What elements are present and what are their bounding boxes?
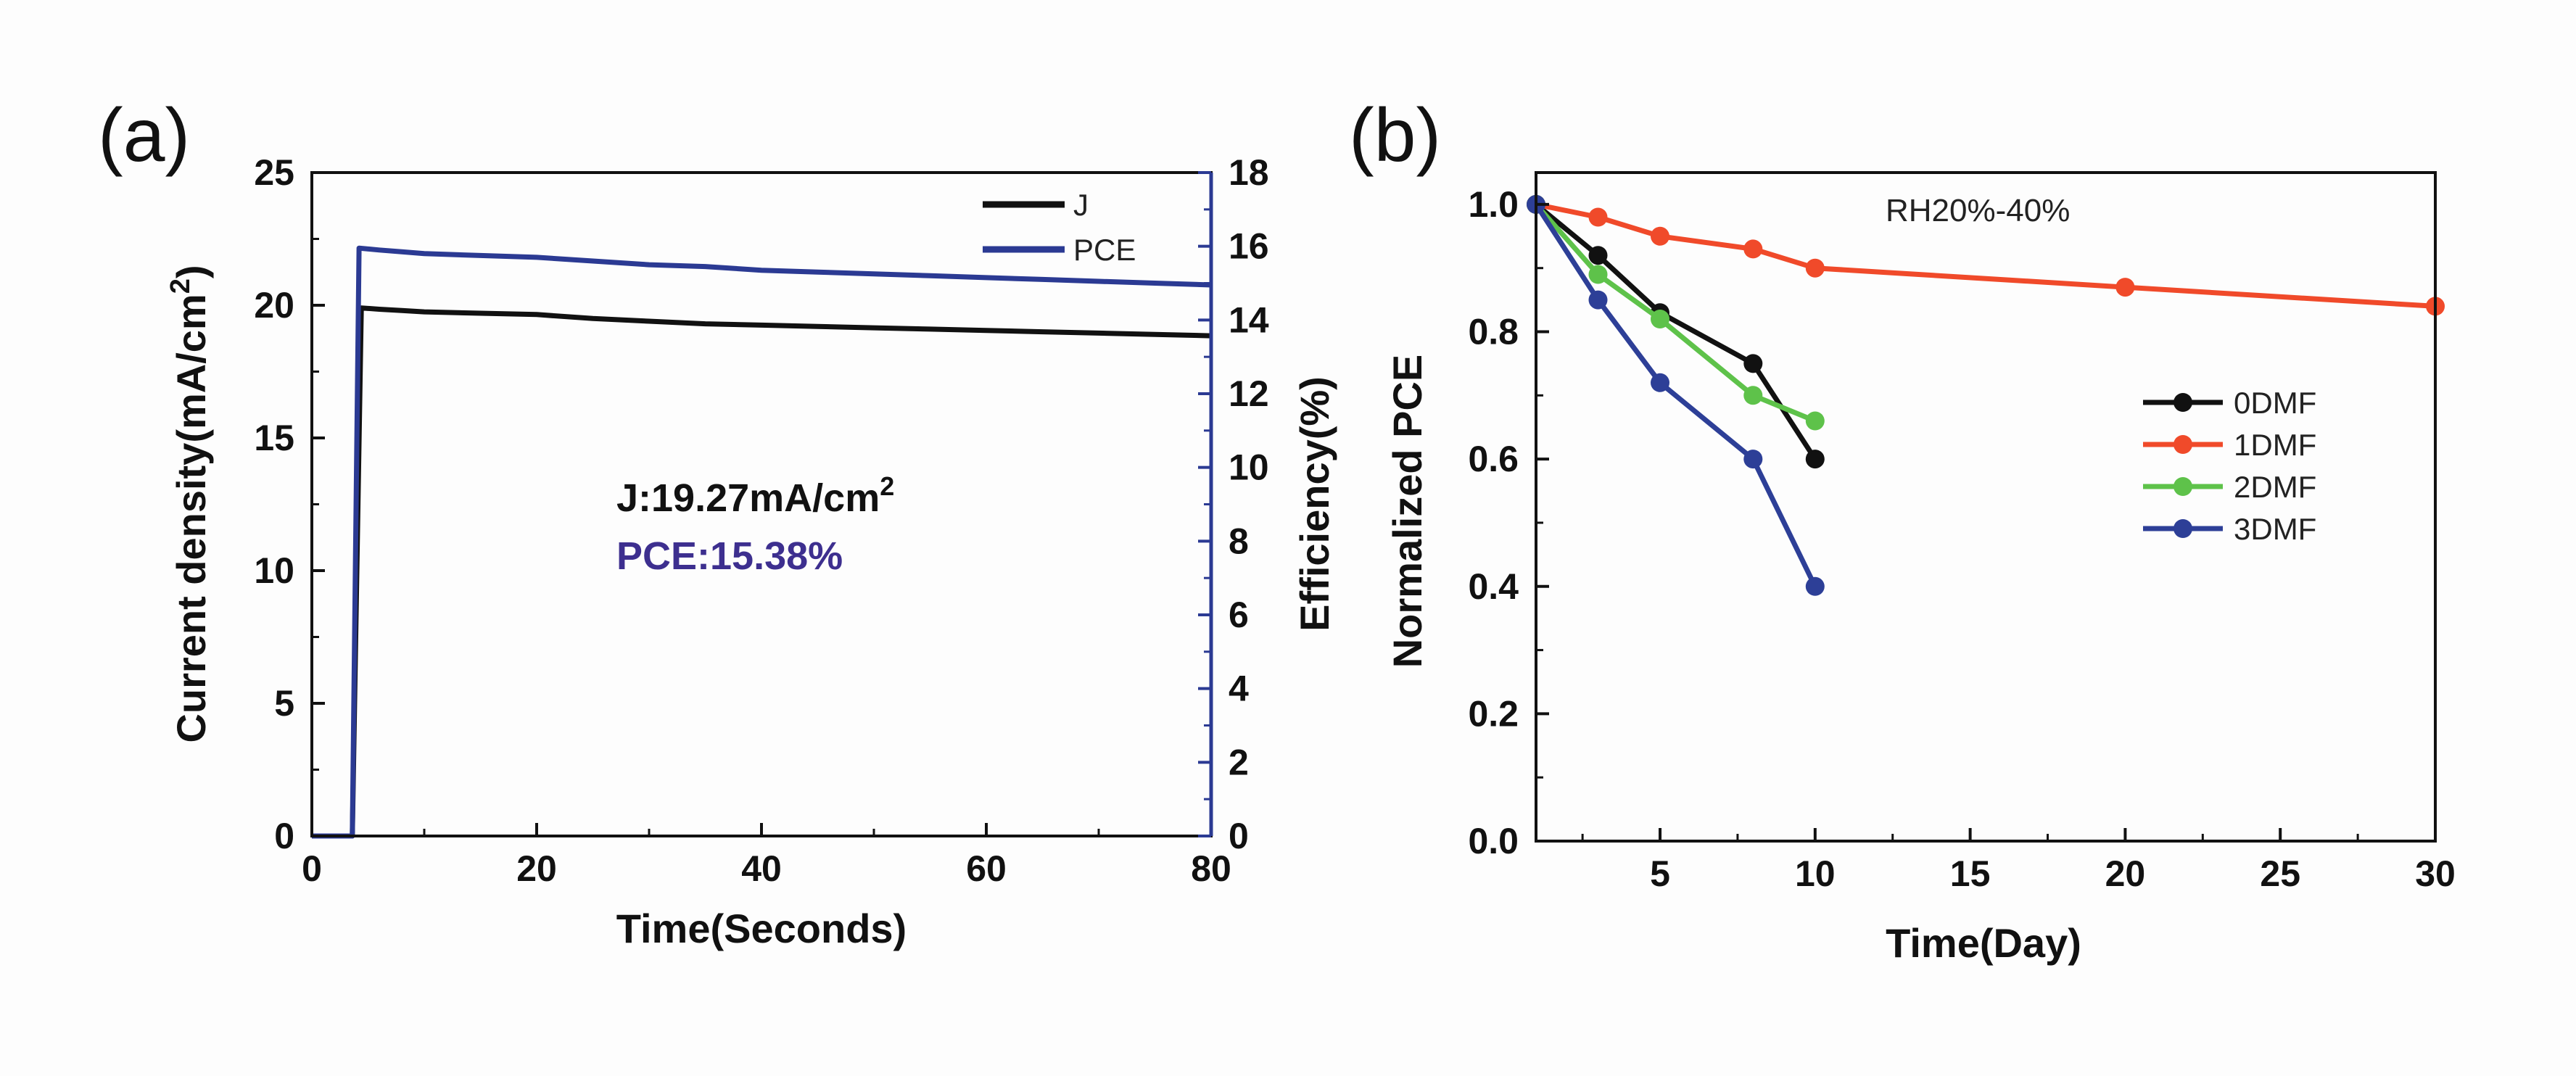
data-point-2dmf bbox=[1743, 386, 1763, 405]
panel-b-y-tick-label: 0.8 bbox=[1468, 312, 1519, 352]
panel-a-y-left-title-end: ) bbox=[168, 265, 214, 278]
panel-b-y-tick-label: 1.0 bbox=[1468, 184, 1519, 225]
series-line-j bbox=[312, 305, 1212, 839]
panel-a-annotation-pce: PCE:15.38% bbox=[616, 534, 843, 578]
panel-b-x-tick-label: 25 bbox=[2260, 853, 2300, 894]
panel-a-y-left-tick-label: 5 bbox=[274, 683, 294, 724]
panel-a-y-left-tick-label: 20 bbox=[254, 285, 294, 326]
legend-label-3dmf: 3DMF bbox=[2234, 512, 2316, 546]
panel-a-x-tick-label: 60 bbox=[966, 848, 1007, 889]
panel-a-x-ticks: 0 20 40 60 80 bbox=[302, 823, 1231, 889]
panel-a-y-left-tick-label: 0 bbox=[274, 816, 294, 856]
panel-a-y-left-axis-title: Current density(mA/cm2) bbox=[165, 265, 214, 742]
legend-label-2dmf: 2DMF bbox=[2234, 470, 2316, 504]
panel-a-y-left-ticks: 0 5 10 15 20 25 bbox=[254, 152, 325, 856]
panel-b-y-tick-label: 0.0 bbox=[1468, 821, 1519, 861]
data-point-1dmf bbox=[1588, 207, 1608, 227]
panel-b-y-tick-label: 0.4 bbox=[1468, 566, 1519, 607]
panel-a-x-tick-label: 40 bbox=[741, 848, 782, 889]
panel-b-frame bbox=[1535, 171, 2437, 843]
panel-a-y-right-tick-label: 12 bbox=[1229, 373, 1269, 414]
panel-b: (b) 5 10 15 20 25 30 0.0 0.2 0.4 0.6 0.8 1.0 Time(… bbox=[1349, 94, 2456, 966]
data-point-1dmf bbox=[2115, 278, 2135, 297]
data-point-2dmf bbox=[1588, 265, 1608, 284]
panel-a-y-left-title-main: Current density(mA/cm bbox=[168, 294, 214, 742]
data-point-0dmf bbox=[1588, 246, 1608, 265]
panel-a-x-tick-label: 80 bbox=[1191, 848, 1231, 889]
panel-b-x-tick-label: 5 bbox=[1650, 853, 1670, 894]
legend-label-j: J bbox=[1073, 188, 1089, 222]
panel-a-y-right-tick-label: 18 bbox=[1229, 152, 1269, 193]
data-point-3dmf bbox=[1805, 576, 1825, 596]
data-point-1dmf bbox=[1651, 226, 1669, 246]
legend-swatch-marker-0dmf bbox=[2174, 393, 2192, 412]
panel-b-legend: 0DMF 1DMF 2DMF 3DMF bbox=[2143, 386, 2316, 546]
data-point-2dmf bbox=[1805, 411, 1825, 431]
data-point-2dmf bbox=[1651, 310, 1669, 328]
panel-a-y-left-tick-label: 10 bbox=[254, 550, 294, 591]
data-point-1dmf bbox=[1743, 239, 1763, 259]
panel-b-y-tick-label: 0.6 bbox=[1468, 439, 1519, 479]
data-point-0dmf bbox=[1743, 354, 1763, 373]
panel-b-y-axis-title: Normalized PCE bbox=[1384, 355, 1430, 669]
data-point-3dmf bbox=[1651, 373, 1669, 392]
panel-a: (a) 0 20 40 60 80 0 5 10 15 20 25 0 2 4 6 8 10 12 14 16 18… bbox=[98, 94, 1337, 951]
panel-a-annotation-j-sup: 2 bbox=[880, 471, 894, 501]
panel-a-x-tick-label: 20 bbox=[516, 848, 557, 889]
panel-a-legend: J PCE bbox=[983, 188, 1136, 267]
legend-swatch-marker-3dmf bbox=[2174, 519, 2192, 538]
series-line-pce bbox=[312, 245, 1212, 839]
panel-b-x-ticks: 5 10 15 20 25 30 bbox=[1581, 828, 2456, 894]
legend-label-pce: PCE bbox=[1073, 233, 1136, 267]
panel-a-y-right-ticks: 0 2 4 6 8 10 12 14 16 18 bbox=[1198, 152, 1269, 856]
panel-b-annotation-rh: RH20%-40% bbox=[1886, 193, 2070, 228]
panel-a-y-right-tick-label: 2 bbox=[1229, 742, 1249, 782]
panel-a-x-tick-label: 0 bbox=[302, 848, 322, 889]
panel-a-y-right-tick-label: 10 bbox=[1229, 447, 1269, 488]
legend-label-1dmf: 1DMF bbox=[2234, 428, 2316, 462]
legend-swatch-marker-2dmf bbox=[2174, 477, 2192, 496]
panel-b-x-tick-label: 10 bbox=[1795, 853, 1836, 894]
data-point-1dmf bbox=[1805, 258, 1825, 278]
panel-a-label: (a) bbox=[98, 94, 190, 178]
legend-swatch-marker-1dmf bbox=[2174, 435, 2192, 454]
panel-b-y-ticks: 0.0 0.2 0.4 0.6 0.8 1.0 bbox=[1468, 184, 1549, 861]
data-point-3dmf bbox=[1743, 450, 1763, 469]
panel-a-y-right-tick-label: 16 bbox=[1229, 226, 1269, 267]
panel-b-x-tick-label: 15 bbox=[1950, 853, 1991, 894]
panel-a-plot-area bbox=[312, 245, 1212, 839]
panel-a-y-right-tick-label: 0 bbox=[1229, 816, 1249, 856]
panel-b-x-axis-title: Time(Day) bbox=[1886, 920, 2081, 966]
panel-a-y-right-tick-label: 6 bbox=[1229, 595, 1249, 635]
panel-b-label: (b) bbox=[1349, 94, 1441, 178]
panel-a-y-left-tick-label: 25 bbox=[254, 152, 294, 193]
panel-a-annotation-j: J:19.27mA/cm2 bbox=[616, 471, 894, 520]
data-point-0dmf bbox=[1805, 450, 1825, 469]
panel-a-y-left-title-sup: 2 bbox=[165, 278, 196, 294]
panel-a-y-right-tick-label: 14 bbox=[1229, 299, 1269, 340]
panel-b-plot-area bbox=[1527, 194, 2445, 596]
panel-a-y-right-axis-title: Efficiency(%) bbox=[1292, 376, 1337, 632]
panel-a-y-left-tick-label: 15 bbox=[254, 418, 294, 458]
panel-a-annotation-j-main: J:19.27mA/cm bbox=[616, 476, 880, 520]
panel-b-x-tick-label: 30 bbox=[2415, 853, 2456, 894]
legend-label-0dmf: 0DMF bbox=[2234, 386, 2316, 420]
panel-a-x-axis-title: Time(Seconds) bbox=[616, 906, 907, 951]
panel-a-y-right-tick-label: 4 bbox=[1229, 669, 1249, 709]
panel-a-y-right-tick-label: 8 bbox=[1229, 521, 1249, 561]
panel-b-x-tick-label: 20 bbox=[2105, 853, 2146, 894]
panel-b-y-tick-label: 0.2 bbox=[1468, 693, 1519, 734]
data-point-3dmf bbox=[1588, 290, 1608, 310]
